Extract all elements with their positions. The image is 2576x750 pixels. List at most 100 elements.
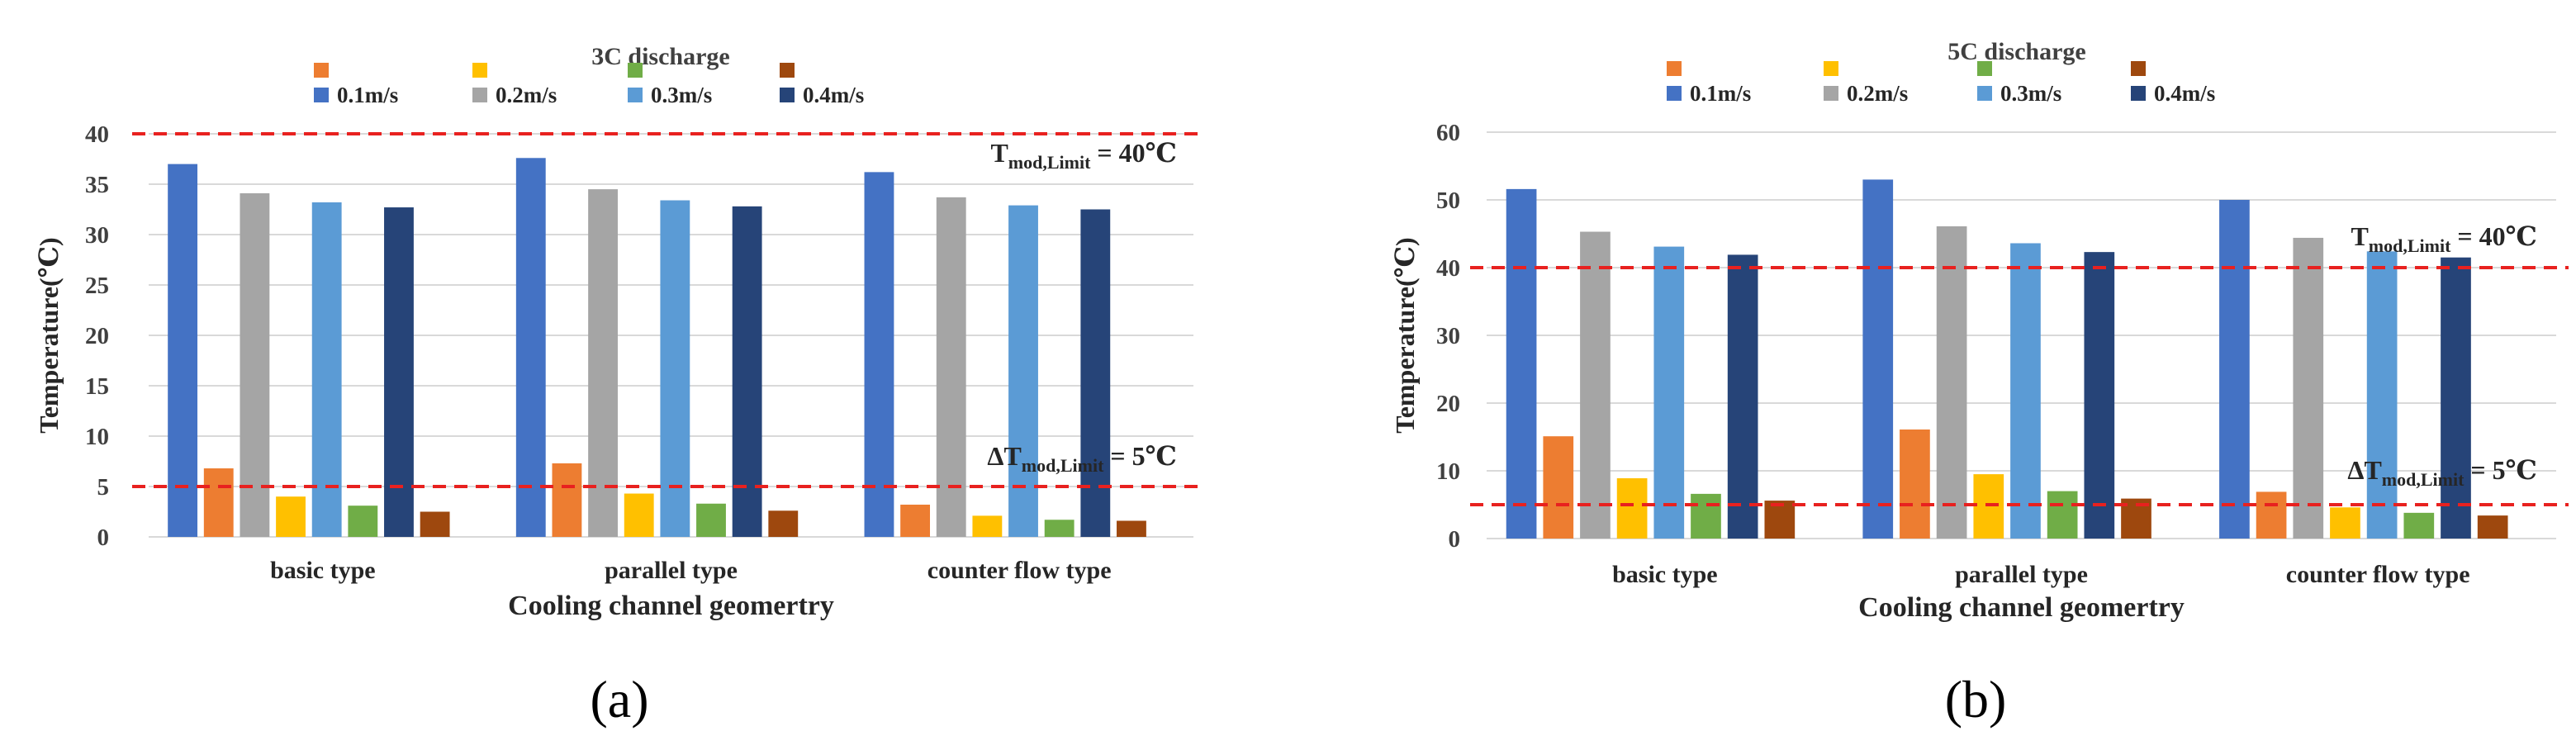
chart-panel-a: 0 5 10 15 20 25 30 35 40 basic type parallel type c… <box>34 43 1206 729</box>
legend-label: 0.4m/s <box>2154 81 2215 106</box>
legend-label: 0.3m/s <box>651 83 712 107</box>
bar-0.2ms-Tmax-1 <box>588 189 618 537</box>
panel-label: (a) <box>590 670 648 729</box>
bar-0.2ms-dT-0 <box>1616 478 1648 539</box>
legend-swatch <box>2131 86 2146 101</box>
y-axis-title: Temperature(℃) <box>1390 237 1420 433</box>
bar-0.1ms-dT-2 <box>2256 491 2287 539</box>
y-tick-label: 0 <box>1449 526 1461 553</box>
y-tick-label: 30 <box>1436 323 1460 349</box>
bar-0.1ms-dT-0 <box>1543 436 1574 539</box>
bar-0.3ms-Tmax-0 <box>1653 246 1685 539</box>
bar-0.3ms-Tmax-0 <box>311 202 342 537</box>
y-tick-label: 35 <box>85 172 109 198</box>
bar-0.4ms-Tmax-0 <box>384 207 414 537</box>
bar-0.1ms-dT-1 <box>1900 429 1930 539</box>
legend-swatch <box>1824 61 1838 76</box>
legend-swatch <box>780 88 795 102</box>
bar-0.2ms-dT-1 <box>1973 474 2004 539</box>
x-category-label: counter flow type <box>2286 561 2470 588</box>
y-tick-label: 5 <box>97 474 110 501</box>
bar-0.4ms-Tmax-1 <box>732 206 762 537</box>
x-axis-title: Cooling channel geomertry <box>508 591 834 621</box>
bar-0.1ms-Tmax-0 <box>168 164 198 537</box>
bar-0.2ms-dT-0 <box>276 496 306 537</box>
bar-0.3ms-Tmax-1 <box>2010 243 2041 539</box>
x-category-label: basic type <box>270 557 376 584</box>
legend-swatch <box>472 63 487 78</box>
legend-swatch <box>1667 61 1682 76</box>
bar-0.2ms-dT-2 <box>2330 507 2360 539</box>
bar-0.1ms-Tmax-0 <box>1506 188 1537 539</box>
y-axis-title: Temperature(℃) <box>34 237 64 433</box>
legend-label: 0.2m/s <box>1847 81 1908 106</box>
bar-0.2ms-Tmax-0 <box>240 192 270 538</box>
chart-title: 3C discharge <box>591 43 730 70</box>
y-tick-label: 30 <box>85 222 109 249</box>
legend-swatch <box>628 63 643 78</box>
bar-0.3ms-Tmax-2 <box>2366 251 2398 539</box>
y-tick-label: 20 <box>1436 391 1460 417</box>
y-tick-label: 40 <box>85 121 109 148</box>
legend-swatch <box>1667 86 1682 101</box>
bar-0.4ms-Tmax-2 <box>1080 209 1111 537</box>
y-tick-label: 50 <box>1436 188 1460 214</box>
x-category-label: basic type <box>1612 561 1718 588</box>
x-axis-title: Cooling channel geomertry <box>1858 592 2185 623</box>
bar-0.1ms-Tmax-2 <box>864 172 894 538</box>
bar-0.4ms-dT-2 <box>2477 515 2508 539</box>
legend-swatch <box>314 88 329 102</box>
legend-swatch <box>472 88 487 102</box>
bar-0.2ms-Tmax-1 <box>1936 225 1967 539</box>
bar-0.3ms-dT-1 <box>696 503 726 537</box>
bar-0.4ms-dT-0 <box>1764 501 1796 539</box>
x-category-label: counter flow type <box>927 557 1112 584</box>
bar-0.2ms-Tmax-2 <box>936 197 966 538</box>
legend-swatch <box>314 63 329 78</box>
bar-0.1ms-Tmax-1 <box>1862 179 1894 539</box>
bar-0.4ms-Tmax-2 <box>2441 257 2471 539</box>
legend-label: 0.3m/s <box>2000 81 2061 106</box>
y-tick-label: 10 <box>1436 458 1460 485</box>
bar-0.3ms-Tmax-2 <box>1008 205 1038 537</box>
limit-label: Tmod,Limit = 40℃ <box>990 138 1177 173</box>
panel-label: (b) <box>1945 670 2007 729</box>
legend-swatch <box>1977 86 1992 101</box>
bar-0.1ms-dT-0 <box>203 468 234 537</box>
bar-0.1ms-dT-1 <box>552 463 582 537</box>
y-tick-label: 60 <box>1436 120 1460 146</box>
legend-label: 0.1m/s <box>337 83 398 107</box>
bar-0.3ms-dT-2 <box>1044 520 1075 537</box>
legend-label: 0.2m/s <box>496 83 557 107</box>
bar-0.1ms-Tmax-1 <box>515 158 546 537</box>
bar-0.2ms-dT-1 <box>624 493 654 537</box>
legend-swatch <box>1824 86 1838 101</box>
limit-label: ΔTmod,Limit = 5℃ <box>2347 455 2537 490</box>
bar-0.4ms-Tmax-0 <box>1727 254 1758 539</box>
y-tick-label: 0 <box>97 525 110 551</box>
chart-panel-b: 0 10 20 30 40 50 60 basic type parallel type coun… <box>1390 38 2569 729</box>
bar-0.1ms-Tmax-2 <box>2219 200 2250 539</box>
bar-0.4ms-dT-0 <box>420 511 450 537</box>
bar-0.4ms-Tmax-1 <box>2084 252 2115 539</box>
bar-0.3ms-dT-0 <box>348 506 378 537</box>
limit-label: Tmod,Limit = 40℃ <box>2351 221 2537 256</box>
legend-label: 0.4m/s <box>803 83 864 107</box>
chart-title: 5C discharge <box>1947 38 2086 65</box>
bar-0.3ms-dT-0 <box>1691 493 1721 539</box>
legend-swatch <box>628 88 643 102</box>
legend-swatch <box>1977 61 1992 76</box>
y-tick-label: 20 <box>85 323 109 349</box>
bar-0.4ms-dT-2 <box>1117 520 1146 537</box>
x-category-label: parallel type <box>1955 561 2088 588</box>
bar-0.2ms-Tmax-0 <box>1580 231 1611 539</box>
legend-label: 0.1m/s <box>1690 81 1751 106</box>
y-tick-label: 15 <box>85 373 109 400</box>
y-tick-label: 40 <box>1436 255 1460 282</box>
bar-0.3ms-dT-2 <box>2403 512 2435 539</box>
limit-label: ΔTmod,Limit = 5℃ <box>987 441 1177 476</box>
legend-swatch <box>2131 61 2146 76</box>
bar-0.1ms-dT-2 <box>900 504 931 537</box>
bar-0.2ms-Tmax-2 <box>2293 237 2324 539</box>
